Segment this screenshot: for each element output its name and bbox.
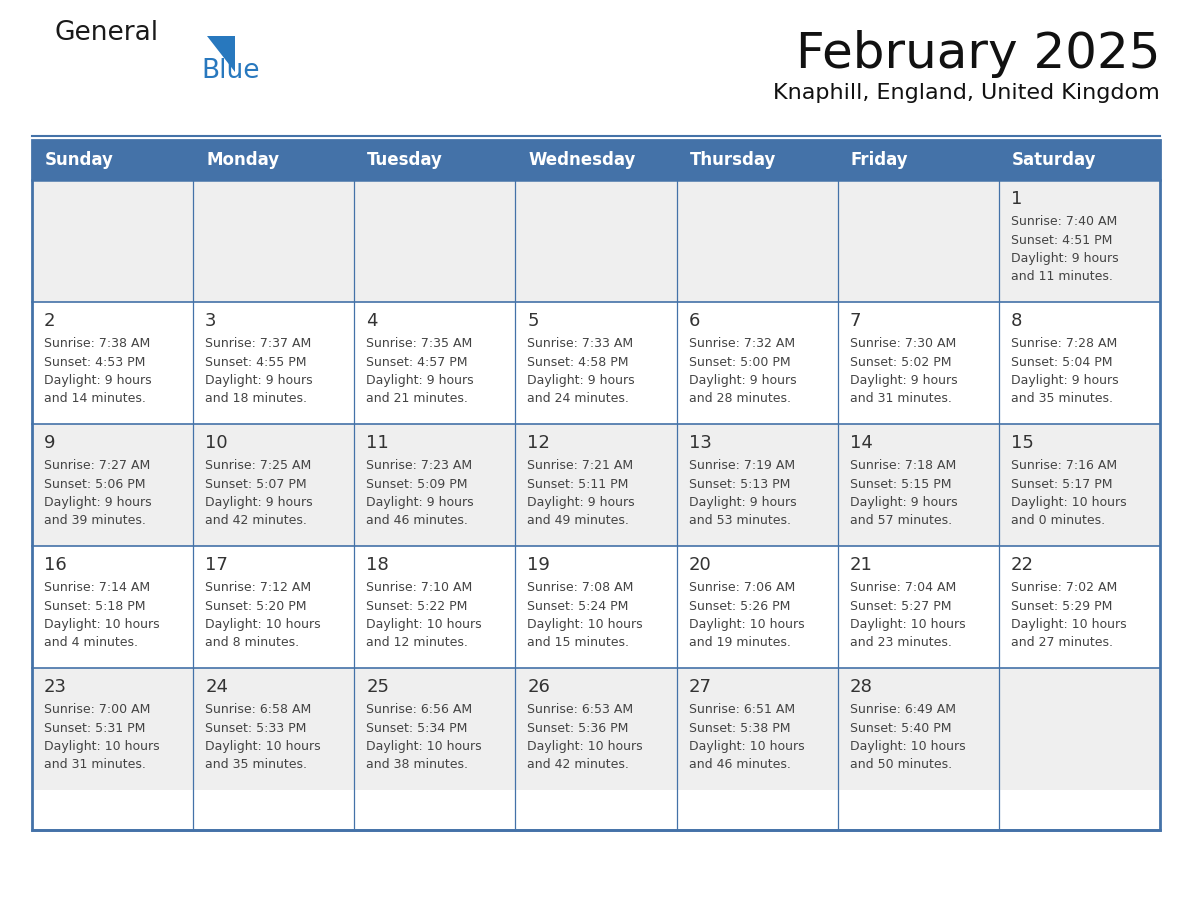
Bar [32,140,194,180]
Text: Sunrise: 7:35 AM
Sunset: 4:57 PM
Daylight: 9 hours
and 21 minutes.: Sunrise: 7:35 AM Sunset: 4:57 PM Dayligh… [366,337,474,406]
Text: Monday: Monday [207,151,279,169]
Text: Wednesday: Wednesday [529,151,636,169]
Text: 20: 20 [689,556,712,574]
Text: 23: 23 [44,678,67,696]
Text: 8: 8 [1011,312,1022,330]
Bar [999,140,1159,180]
Text: Sunrise: 7:19 AM
Sunset: 5:13 PM
Daylight: 9 hours
and 53 minutes.: Sunrise: 7:19 AM Sunset: 5:13 PM Dayligh… [689,459,796,528]
Text: Sunrise: 7:12 AM
Sunset: 5:20 PM
Daylight: 10 hours
and 8 minutes.: Sunrise: 7:12 AM Sunset: 5:20 PM Dayligh… [206,581,321,650]
Text: 2: 2 [44,312,56,330]
Text: 10: 10 [206,434,228,452]
Text: Sunrise: 7:30 AM
Sunset: 5:02 PM
Daylight: 9 hours
and 31 minutes.: Sunrise: 7:30 AM Sunset: 5:02 PM Dayligh… [849,337,958,406]
Text: Sunrise: 7:10 AM
Sunset: 5:22 PM
Daylight: 10 hours
and 12 minutes.: Sunrise: 7:10 AM Sunset: 5:22 PM Dayligh… [366,581,482,650]
Text: 5: 5 [527,312,539,330]
Polygon shape [207,36,235,72]
Text: General: General [55,20,159,46]
Text: 12: 12 [527,434,550,452]
Text: 21: 21 [849,556,873,574]
Text: Tuesday: Tuesday [367,151,443,169]
Text: Saturday: Saturday [1012,151,1097,169]
Text: Sunrise: 7:06 AM
Sunset: 5:26 PM
Daylight: 10 hours
and 19 minutes.: Sunrise: 7:06 AM Sunset: 5:26 PM Dayligh… [689,581,804,650]
Bar [32,668,1159,790]
Text: 17: 17 [206,556,228,574]
Text: 28: 28 [849,678,873,696]
Text: Sunrise: 7:32 AM
Sunset: 5:00 PM
Daylight: 9 hours
and 28 minutes.: Sunrise: 7:32 AM Sunset: 5:00 PM Dayligh… [689,337,796,406]
Text: Sunrise: 7:16 AM
Sunset: 5:17 PM
Daylight: 10 hours
and 0 minutes.: Sunrise: 7:16 AM Sunset: 5:17 PM Dayligh… [1011,459,1126,528]
Bar [194,140,354,180]
Text: Sunrise: 6:51 AM
Sunset: 5:38 PM
Daylight: 10 hours
and 46 minutes.: Sunrise: 6:51 AM Sunset: 5:38 PM Dayligh… [689,703,804,771]
Text: Sunrise: 7:33 AM
Sunset: 4:58 PM
Daylight: 9 hours
and 24 minutes.: Sunrise: 7:33 AM Sunset: 4:58 PM Dayligh… [527,337,636,406]
Bar [32,302,1159,424]
Text: 6: 6 [689,312,700,330]
Text: 22: 22 [1011,556,1034,574]
Text: 15: 15 [1011,434,1034,452]
Text: 27: 27 [689,678,712,696]
Text: 11: 11 [366,434,388,452]
Text: 18: 18 [366,556,388,574]
Text: February 2025: February 2025 [796,30,1159,78]
Text: 7: 7 [849,312,861,330]
Text: Sunrise: 7:00 AM
Sunset: 5:31 PM
Daylight: 10 hours
and 31 minutes.: Sunrise: 7:00 AM Sunset: 5:31 PM Dayligh… [44,703,159,771]
Bar [32,546,1159,668]
Text: Thursday: Thursday [689,151,776,169]
Bar [516,140,677,180]
Text: 1: 1 [1011,190,1022,208]
Text: Knaphill, England, United Kingdom: Knaphill, England, United Kingdom [773,83,1159,103]
Text: 25: 25 [366,678,390,696]
Text: Sunrise: 7:08 AM
Sunset: 5:24 PM
Daylight: 10 hours
and 15 minutes.: Sunrise: 7:08 AM Sunset: 5:24 PM Dayligh… [527,581,643,650]
Text: Sunrise: 7:38 AM
Sunset: 4:53 PM
Daylight: 9 hours
and 14 minutes.: Sunrise: 7:38 AM Sunset: 4:53 PM Dayligh… [44,337,152,406]
Text: Sunrise: 7:04 AM
Sunset: 5:27 PM
Daylight: 10 hours
and 23 minutes.: Sunrise: 7:04 AM Sunset: 5:27 PM Dayligh… [849,581,966,650]
Text: 13: 13 [689,434,712,452]
Text: 3: 3 [206,312,216,330]
Bar [32,180,1159,302]
Text: 16: 16 [44,556,67,574]
Text: Sunrise: 6:53 AM
Sunset: 5:36 PM
Daylight: 10 hours
and 42 minutes.: Sunrise: 6:53 AM Sunset: 5:36 PM Dayligh… [527,703,643,771]
Text: Friday: Friday [851,151,909,169]
Bar [32,140,1159,830]
Text: 14: 14 [849,434,873,452]
Text: Sunrise: 6:58 AM
Sunset: 5:33 PM
Daylight: 10 hours
and 35 minutes.: Sunrise: 6:58 AM Sunset: 5:33 PM Dayligh… [206,703,321,771]
Text: Sunrise: 7:18 AM
Sunset: 5:15 PM
Daylight: 9 hours
and 57 minutes.: Sunrise: 7:18 AM Sunset: 5:15 PM Dayligh… [849,459,958,528]
Text: 26: 26 [527,678,550,696]
Text: 9: 9 [44,434,56,452]
Text: Sunrise: 7:25 AM
Sunset: 5:07 PM
Daylight: 9 hours
and 42 minutes.: Sunrise: 7:25 AM Sunset: 5:07 PM Dayligh… [206,459,312,528]
Bar [32,424,1159,546]
Text: Sunrise: 6:49 AM
Sunset: 5:40 PM
Daylight: 10 hours
and 50 minutes.: Sunrise: 6:49 AM Sunset: 5:40 PM Dayligh… [849,703,966,771]
Text: Sunrise: 6:56 AM
Sunset: 5:34 PM
Daylight: 10 hours
and 38 minutes.: Sunrise: 6:56 AM Sunset: 5:34 PM Dayligh… [366,703,482,771]
Bar [354,140,516,180]
Text: Sunrise: 7:27 AM
Sunset: 5:06 PM
Daylight: 9 hours
and 39 minutes.: Sunrise: 7:27 AM Sunset: 5:06 PM Dayligh… [44,459,152,528]
Text: 4: 4 [366,312,378,330]
Bar [838,140,999,180]
Text: Sunday: Sunday [45,151,114,169]
Text: Sunrise: 7:37 AM
Sunset: 4:55 PM
Daylight: 9 hours
and 18 minutes.: Sunrise: 7:37 AM Sunset: 4:55 PM Dayligh… [206,337,312,406]
Text: Sunrise: 7:14 AM
Sunset: 5:18 PM
Daylight: 10 hours
and 4 minutes.: Sunrise: 7:14 AM Sunset: 5:18 PM Dayligh… [44,581,159,650]
Text: 19: 19 [527,556,550,574]
Text: 24: 24 [206,678,228,696]
Text: Sunrise: 7:28 AM
Sunset: 5:04 PM
Daylight: 9 hours
and 35 minutes.: Sunrise: 7:28 AM Sunset: 5:04 PM Dayligh… [1011,337,1118,406]
Text: Blue: Blue [201,58,259,84]
Text: Sunrise: 7:40 AM
Sunset: 4:51 PM
Daylight: 9 hours
and 11 minutes.: Sunrise: 7:40 AM Sunset: 4:51 PM Dayligh… [1011,215,1118,284]
Text: Sunrise: 7:23 AM
Sunset: 5:09 PM
Daylight: 9 hours
and 46 minutes.: Sunrise: 7:23 AM Sunset: 5:09 PM Dayligh… [366,459,474,528]
Text: Sunrise: 7:02 AM
Sunset: 5:29 PM
Daylight: 10 hours
and 27 minutes.: Sunrise: 7:02 AM Sunset: 5:29 PM Dayligh… [1011,581,1126,650]
Bar [677,140,838,180]
Text: Sunrise: 7:21 AM
Sunset: 5:11 PM
Daylight: 9 hours
and 49 minutes.: Sunrise: 7:21 AM Sunset: 5:11 PM Dayligh… [527,459,636,528]
